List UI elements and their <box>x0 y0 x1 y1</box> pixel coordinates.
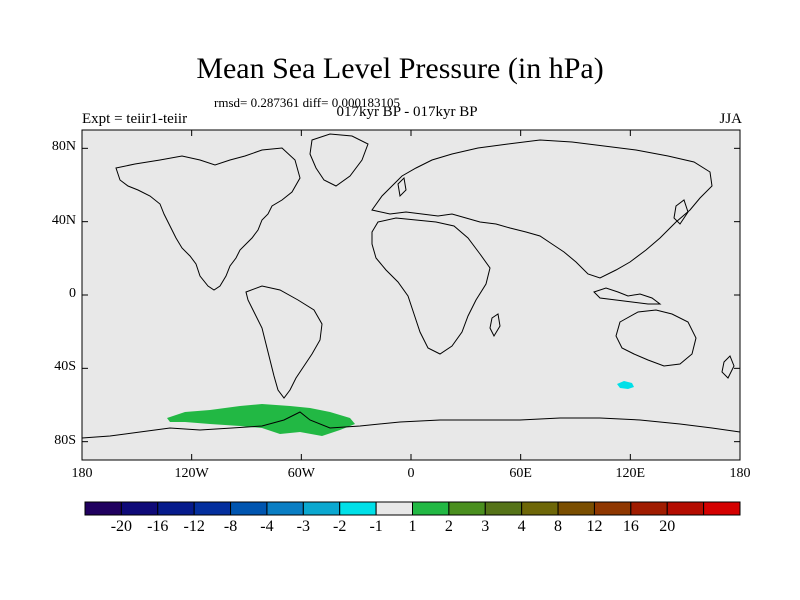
colorbar-box <box>484 501 523 516</box>
coast-australia <box>615 309 697 367</box>
lon-label: 60E <box>509 466 532 481</box>
colorbar-label: 4 <box>517 518 526 535</box>
lon-label: 180 <box>71 466 93 481</box>
lon-label: 120W <box>174 466 209 481</box>
lat-label: 40N <box>51 212 76 228</box>
colorbar-label: -3 <box>296 518 310 535</box>
colorbar-box <box>557 501 595 516</box>
anomaly-negative-southern-ocean <box>617 381 634 389</box>
colorbar-label: 16 <box>622 518 639 535</box>
colorbar-label: 20 <box>659 518 676 535</box>
colorbar-label: 8 <box>554 518 563 535</box>
colorbar-box <box>302 501 341 516</box>
colorbar-label: 2 <box>444 518 453 535</box>
colorbar-box <box>375 501 414 516</box>
colorbar-box <box>593 501 632 516</box>
colorbar-box <box>412 501 450 516</box>
colorbar-label: -4 <box>260 518 274 535</box>
lat-label: 0 <box>69 286 76 301</box>
colorbar-label: -16 <box>147 518 169 535</box>
experiment-label: Expt = teiir1-teiir <box>82 111 188 127</box>
colorbar-label: -2 <box>333 518 347 535</box>
colorbar-box <box>193 501 232 516</box>
lat-label: 40S <box>54 359 76 375</box>
lat-label: 80N <box>51 139 76 155</box>
colorbar-box <box>84 501 122 516</box>
coast-south-america <box>245 285 323 399</box>
season-label: JJA <box>719 111 742 127</box>
colorbar-box <box>266 501 304 516</box>
colorbar-label: -12 <box>183 518 205 535</box>
colorbar-label: 3 <box>481 518 490 535</box>
coastlines <box>81 133 741 439</box>
coast-greenland <box>309 133 369 187</box>
colorbar-label: -8 <box>223 518 238 535</box>
coast-north-america <box>115 147 301 291</box>
rmsd-diff-stats: rmsd= 0.287361 diff= 0.000183105 <box>214 95 400 110</box>
colorbar-box <box>521 501 559 516</box>
colorbar-box <box>666 501 705 516</box>
anomaly-positive-antarctic <box>167 404 355 436</box>
colorbar-label: 12 <box>586 518 603 535</box>
lon-label: 0 <box>407 466 415 481</box>
colorbar-box <box>230 501 268 516</box>
colorbar-label: -20 <box>110 518 133 535</box>
lon-label: 180 <box>729 466 751 481</box>
lon-label: 120E <box>615 466 646 481</box>
colorbar-box <box>448 501 486 516</box>
colorbar-label: 1 <box>408 518 417 535</box>
lon-label: 60W <box>287 466 315 481</box>
colorbar-box <box>120 501 159 516</box>
colorbar-box <box>157 501 195 516</box>
coast-antarctica <box>81 411 741 439</box>
colorbar-box <box>703 501 741 516</box>
coast-new-zealand <box>721 355 735 379</box>
colorbar-label: -1 <box>369 518 383 535</box>
lat-label: 80S <box>54 432 76 448</box>
map-background <box>82 130 740 460</box>
axis-ticks <box>81 130 741 460</box>
coast-indonesia <box>593 287 662 305</box>
coast-madagascar <box>489 313 501 338</box>
colorbar-box <box>339 501 377 516</box>
colorbar-box <box>630 501 668 516</box>
coast-japan <box>673 199 689 225</box>
map-title: Mean Sea Level Pressure (in hPa) <box>196 52 604 85</box>
colorbar-boxes <box>84 501 741 516</box>
coast-uk <box>397 176 407 198</box>
period-subtitle: 017kyr BP - 017kyr BP <box>336 104 478 120</box>
coast-africa <box>371 217 491 355</box>
coast-eurasia <box>371 139 713 279</box>
